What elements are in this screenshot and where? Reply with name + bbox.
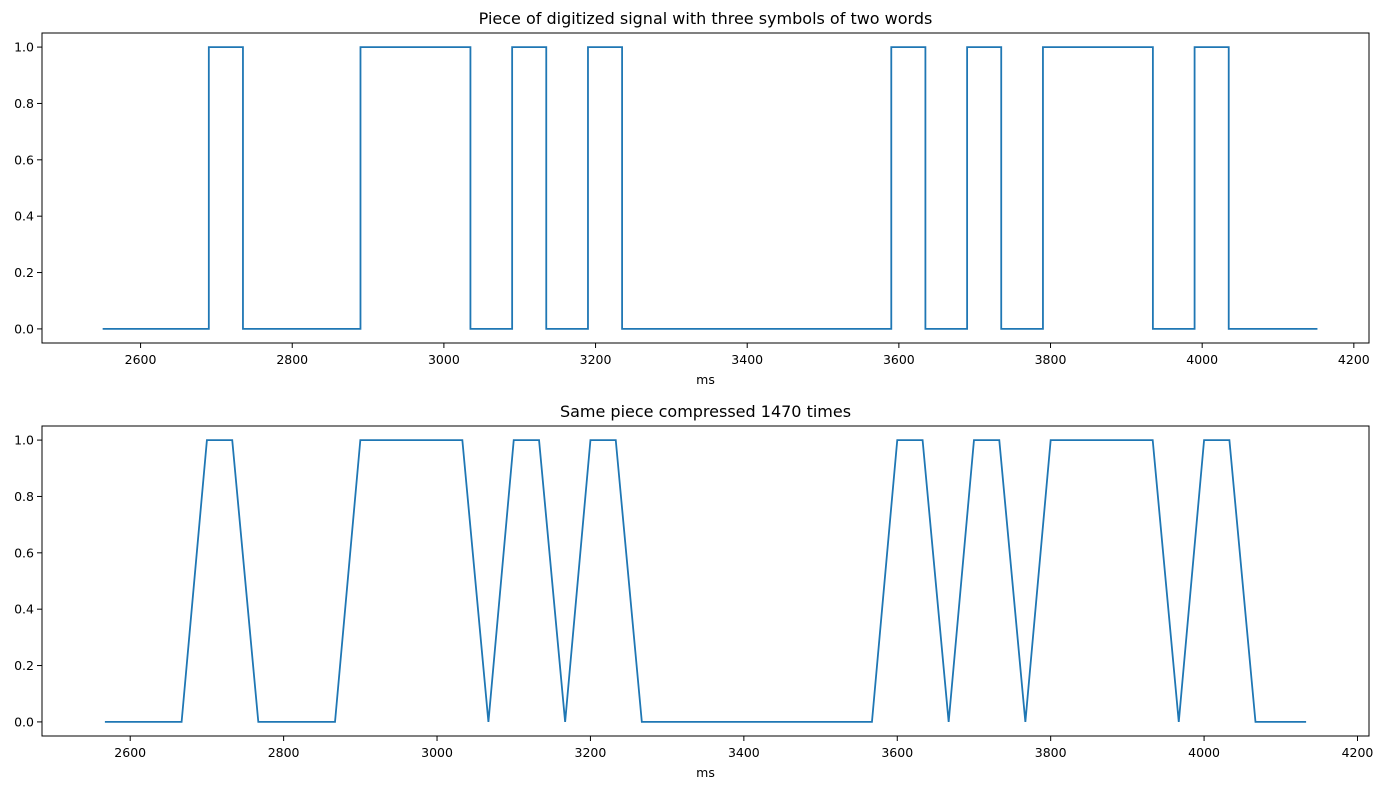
x-tick-label: 3600 — [881, 745, 913, 760]
y-tick-label: 1.0 — [14, 433, 34, 448]
axes-frame — [41, 425, 1370, 737]
y-tick-label: 0.8 — [14, 489, 34, 504]
y-tick-label: 0.4 — [14, 602, 34, 617]
bottom-chart: Same piece compressed 1470 times 2600 2800… — [14, 402, 1373, 780]
x-tick-label: 4000 — [1188, 745, 1220, 760]
signal-series-line — [102, 46, 1318, 330]
y-tick-label: 1.0 — [14, 40, 34, 55]
x-tick-label: 3800 — [1035, 745, 1067, 760]
x-tick-label: 3000 — [428, 352, 460, 367]
x-tick-label: 3600 — [883, 352, 915, 367]
x-tick-label: 4200 — [1338, 352, 1370, 367]
y-tick-label: 0.4 — [14, 209, 34, 224]
axes-frame — [41, 32, 1370, 344]
x-tick-label: 3200 — [580, 352, 612, 367]
x-tick-label: 3400 — [731, 352, 763, 367]
x-tick-label: 2800 — [268, 745, 300, 760]
y-tick-label: 0.0 — [14, 714, 34, 729]
x-axis-label: ms — [696, 372, 715, 387]
chart-title: Piece of digitized signal with three sym… — [479, 9, 933, 28]
top-chart: Piece of digitized signal with three sym… — [14, 9, 1370, 387]
y-tick-label: 0.8 — [14, 96, 34, 111]
x-tick-label: 3800 — [1035, 352, 1067, 367]
x-tick-label: 3400 — [728, 745, 760, 760]
signal-series-line — [104, 439, 1307, 723]
x-tick-label: 2800 — [276, 352, 308, 367]
x-tick-label: 2600 — [114, 745, 146, 760]
chart-title: Same piece compressed 1470 times — [560, 402, 851, 421]
x-tick-label: 2600 — [125, 352, 157, 367]
x-tick-label: 3200 — [575, 745, 607, 760]
y-tick-label: 0.6 — [14, 545, 34, 560]
y-tick-label: 0.0 — [14, 321, 34, 336]
x-tick-label: 4200 — [1342, 745, 1374, 760]
x-axis-label: ms — [696, 765, 715, 780]
x-tick-label: 3000 — [421, 745, 453, 760]
y-tick-label: 0.2 — [14, 658, 34, 673]
x-tick-label: 4000 — [1186, 352, 1218, 367]
y-tick-label: 0.2 — [14, 265, 34, 280]
y-tick-label: 0.6 — [14, 152, 34, 167]
